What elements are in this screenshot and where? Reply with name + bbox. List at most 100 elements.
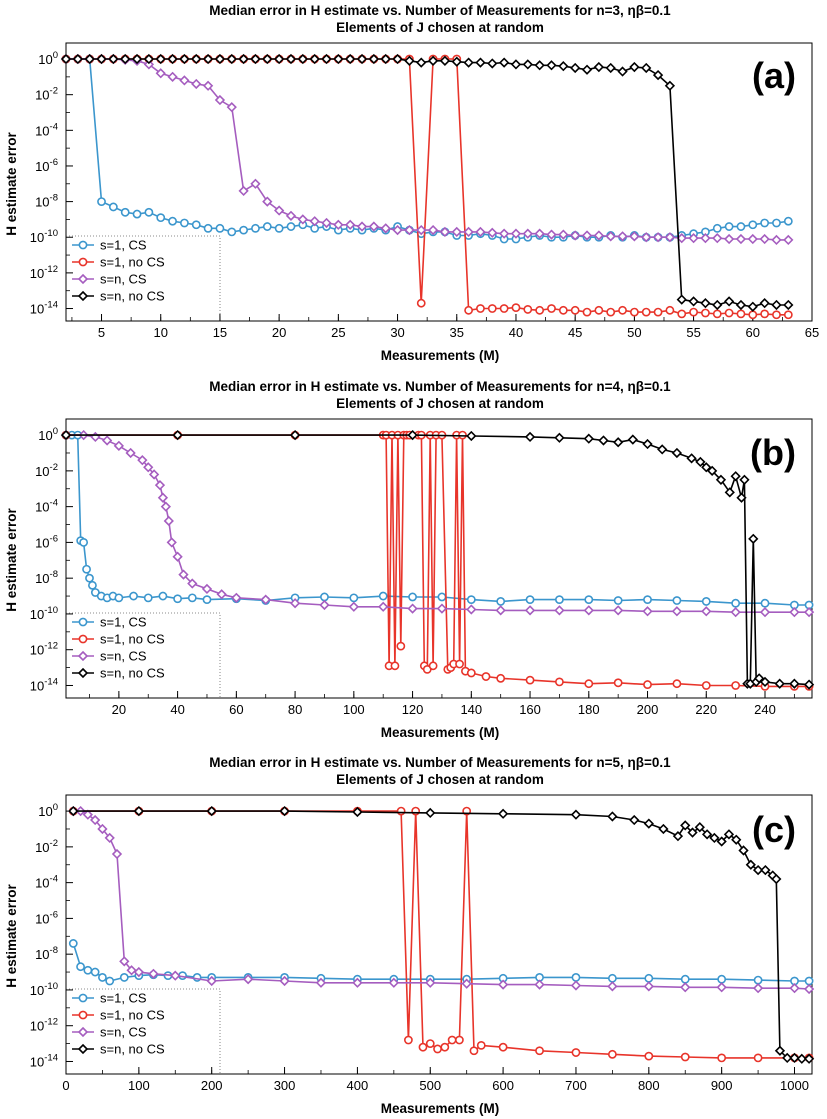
data-point [274, 53, 285, 65]
data-point [297, 214, 308, 225]
data-point [510, 59, 522, 70]
data-point [156, 213, 166, 223]
data-point [125, 447, 136, 459]
data-point [730, 607, 741, 618]
data-point [558, 61, 569, 72]
data-point [231, 592, 242, 603]
data-point [286, 222, 296, 231]
data-point [723, 296, 735, 307]
data-point [570, 230, 581, 241]
series-s-1-cs [61, 54, 793, 244]
x-tick-label: 80 [288, 702, 302, 717]
data-point [629, 61, 640, 73]
data-point [641, 62, 652, 74]
data-point [466, 430, 477, 442]
data-point [652, 232, 664, 243]
data-point [238, 53, 249, 65]
data-point [554, 605, 565, 616]
data-point [695, 456, 706, 468]
data-point [206, 805, 217, 817]
y-axis-label: H estimate error [4, 883, 19, 987]
data-point [464, 305, 474, 315]
data-point [522, 228, 533, 239]
data-point [803, 607, 815, 618]
data-point [555, 677, 564, 687]
data-point [641, 307, 651, 317]
data-point [85, 573, 94, 583]
data-point [613, 678, 623, 688]
data-point [571, 1048, 581, 1057]
data-point [476, 1040, 486, 1050]
data-point [380, 53, 391, 65]
data-point [748, 220, 758, 230]
data-point [416, 57, 427, 68]
x-tick-label: 100 [343, 702, 365, 717]
data-point [463, 226, 474, 238]
data-point [534, 228, 545, 239]
data-point [262, 222, 272, 231]
legend-entry: s=n, CS [72, 272, 147, 287]
data-point [724, 308, 734, 318]
series-s-n-cs [60, 53, 794, 246]
data-point [242, 974, 254, 985]
data-point [113, 440, 124, 451]
data-point [129, 591, 138, 601]
data-point [96, 53, 107, 65]
data-point [752, 864, 764, 876]
x-tick-label: 240 [754, 702, 776, 717]
data-point [378, 601, 389, 612]
data-point [297, 53, 308, 65]
data-point [672, 831, 684, 842]
data-point [447, 1035, 457, 1045]
legend-marker [78, 634, 88, 644]
x-tick-label: 45 [568, 325, 582, 340]
legend-label: s=1, no CS [100, 632, 165, 647]
x-tick-label: 20 [112, 702, 126, 717]
legend-label: s=n, CS [100, 1025, 147, 1040]
data-point [274, 205, 285, 216]
data-point [547, 304, 556, 313]
data-point [111, 848, 123, 860]
data-point [534, 60, 545, 71]
data-point [753, 975, 763, 985]
data-point [644, 973, 654, 983]
data-point [167, 71, 178, 82]
y-tick-label: 10-10 [30, 228, 58, 245]
data-point [642, 606, 653, 617]
data-point [581, 230, 593, 241]
x-tick-label: 700 [565, 1078, 587, 1093]
data-point [119, 956, 130, 967]
data-point [754, 673, 765, 684]
data-point [333, 219, 344, 230]
data-point [168, 216, 177, 226]
data-point [166, 537, 177, 548]
data-point [760, 218, 770, 228]
data-point [250, 178, 261, 189]
data-point [759, 233, 770, 245]
x-tick-label: 65 [805, 325, 819, 340]
panel-label: (a) [752, 55, 796, 96]
data-point [641, 232, 652, 243]
x-tick-label: 600 [492, 1078, 514, 1093]
legend-frame [66, 235, 221, 321]
data-point [466, 595, 476, 605]
data-point [664, 80, 676, 91]
data-point [239, 225, 249, 235]
data-point [525, 675, 535, 685]
data-point [463, 57, 474, 68]
y-tick-label: 10-8 [35, 945, 58, 962]
series-line [66, 58, 789, 241]
data-point [716, 836, 727, 847]
data-point [759, 676, 771, 688]
x-tick-label: 60 [746, 325, 760, 340]
legend-marker [78, 240, 88, 250]
data-point [653, 307, 663, 317]
data-point [712, 223, 722, 233]
data-point [771, 234, 782, 246]
data-point [760, 309, 770, 319]
data-point [481, 672, 491, 681]
legend-marker [77, 1026, 89, 1038]
data-point [772, 310, 781, 320]
y-tick-label: 10-6 [35, 157, 58, 174]
